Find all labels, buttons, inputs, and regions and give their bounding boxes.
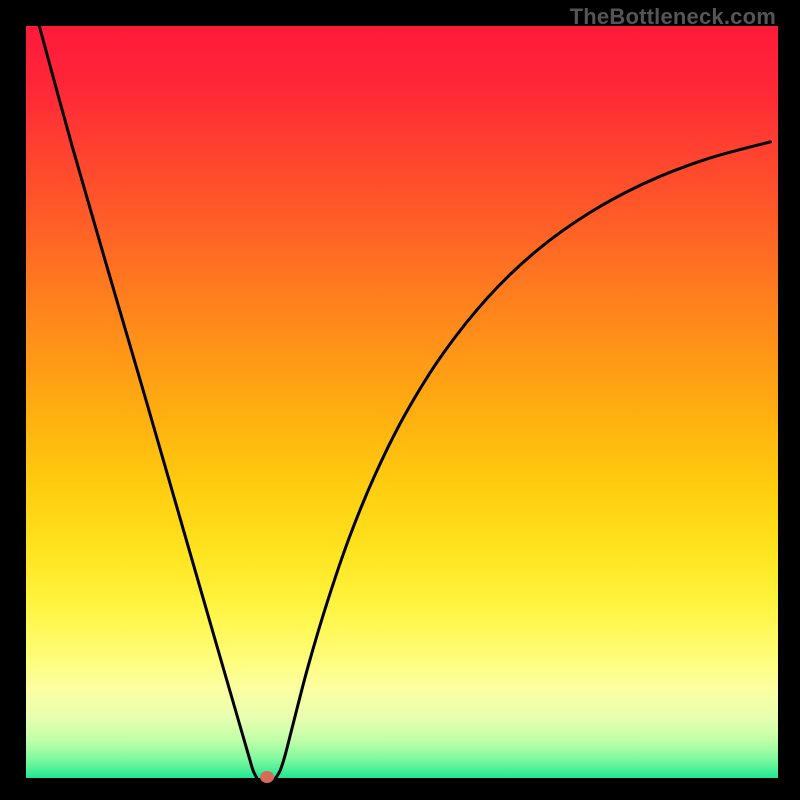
curve-left-branch: [37, 26, 257, 778]
plot-area: [26, 26, 778, 778]
watermark-text: TheBottleneck.com: [570, 4, 776, 30]
bottleneck-curve: [26, 26, 778, 778]
minimum-marker: [260, 771, 274, 783]
figure-root: TheBottleneck.com: [0, 0, 800, 800]
curve-right-branch: [276, 142, 771, 778]
